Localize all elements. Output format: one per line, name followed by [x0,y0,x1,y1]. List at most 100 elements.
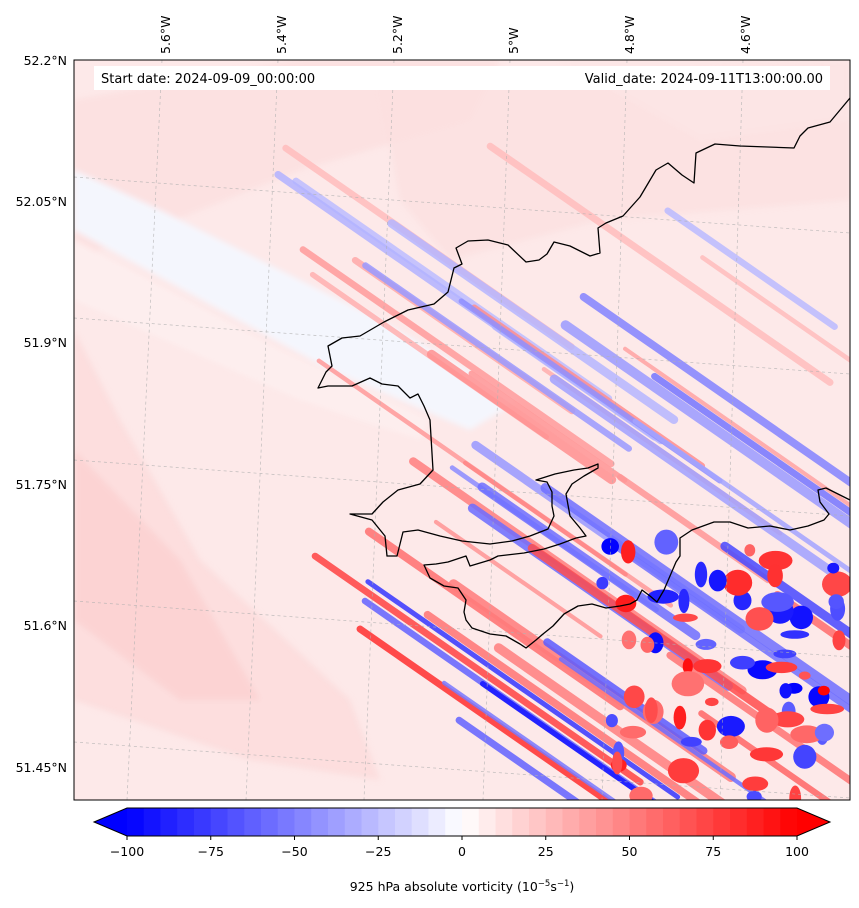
map-panel [74,60,850,800]
vorticity-blob [673,705,687,730]
vorticity-blob [680,736,702,747]
start-date-label: Start date: 2024-09-09_00:00:00 [101,72,315,87]
vorticity-streak [479,681,655,800]
vorticity-streak [311,552,644,786]
vorticity-blob [828,594,844,609]
colorbar-tick-label: −50 [281,844,307,859]
colorbar-bin [462,808,480,836]
vorticity-blob [654,529,679,555]
vorticity-blob [789,605,813,630]
vorticity-streak [356,625,613,800]
vorticity-blob [619,725,647,739]
vorticity-streak [540,483,850,706]
vorticity-blob [744,544,756,557]
colorbar-tick-label: 25 [538,844,554,859]
vorticity-streak [560,320,850,529]
colorbar-tick-label: 50 [622,844,638,859]
colorbar-bin [679,808,698,836]
vorticity-streak [664,207,838,330]
lat-label: 52.05°N [16,194,67,209]
colorbar-bin [210,808,229,836]
lat-label: 51.45°N [16,760,67,775]
vorticity-blob [693,659,722,674]
colorbar-bin [713,808,731,836]
vorticity-blob [698,719,716,741]
vorticity-blobs [596,529,850,800]
vorticity-blob [793,744,817,769]
vorticity-blob [644,697,658,723]
vorticity-blob [705,697,719,707]
colorbar-bin [344,808,363,836]
colorbar-bin [361,808,379,836]
vorticity-streak [426,349,617,485]
vorticity-blob [780,630,810,639]
vorticity-blob [749,747,784,762]
vorticity-blob [730,655,755,670]
colorbar-bin [127,808,145,836]
vorticity-streak [632,418,850,574]
vorticity-blob [623,685,645,709]
colorbar-bin [378,808,396,836]
colorbar-bin [395,808,413,836]
colorbar: −100 −75 −50 −25 0 25 50 75 100 [92,807,832,859]
vorticity-blob [758,550,793,571]
colorbar-tick-label: −75 [198,844,224,859]
colorbar-bin [579,808,597,836]
vorticity-streak [442,680,617,800]
vorticity-blob [629,786,653,800]
lon-label: 5.6°W [158,16,173,55]
vorticity-blob [817,685,830,696]
colorbar-bin [763,808,781,836]
vorticity-streaks [274,142,850,800]
colorbar-tick-label: −100 [110,844,144,859]
colorbar-bin [529,808,547,836]
lat-label: 51.9°N [24,335,67,350]
vorticity-blob [790,725,824,744]
vorticity-blob [827,562,840,574]
vorticity-blob [832,630,846,651]
vorticity-blob [773,649,797,659]
colorbar-bin [411,808,430,836]
colorbar-label: 925 hPa absolute vorticity (10−5s−1) [350,879,575,894]
colorbar-bin [428,808,446,836]
vorticity-streak [365,579,681,800]
vorticity-blob [621,630,637,650]
vorticity-blob [673,613,698,622]
vorticity-streak [700,255,850,363]
colorbar-bin [612,808,631,836]
gridlines [74,60,850,800]
colorbar-bin [261,808,279,836]
lon-label: 5.2°W [390,16,405,55]
vorticity-blob [708,569,727,592]
vorticity-streak [666,651,850,785]
vorticity-blob [671,671,705,697]
vorticity-blob [746,790,762,800]
colorbar-bin [227,808,245,836]
vorticity-blob [720,735,739,749]
vorticity-blob [678,588,690,614]
colorbar-bin [562,808,580,836]
vorticity-blob [596,576,609,590]
vorticity-blob [615,594,637,613]
vorticity-blob [694,561,708,588]
lon-label: 5°W [506,27,521,54]
colorbar-bin [445,808,463,836]
vorticity-streak [299,246,615,468]
lon-label: 5.4°W [274,16,289,55]
vorticity-blob [810,703,845,715]
colorbar-tick-label: 100 [785,844,809,859]
coastline [317,97,850,649]
colorbar-tick-label: 75 [705,844,721,859]
colorbar-bin [294,808,312,836]
vorticity-blob [765,661,798,674]
vorticity-blob [667,758,700,784]
vorticity-blob [745,607,774,631]
colorbar-bin [512,808,530,836]
vorticity-blob [601,538,619,555]
colorbar-bin [746,808,765,836]
vorticity-blob [612,751,623,775]
colorbar-bin [177,808,195,836]
vorticity-streak [651,372,850,517]
map-frame [73,59,851,801]
vorticity-streak [387,219,679,425]
